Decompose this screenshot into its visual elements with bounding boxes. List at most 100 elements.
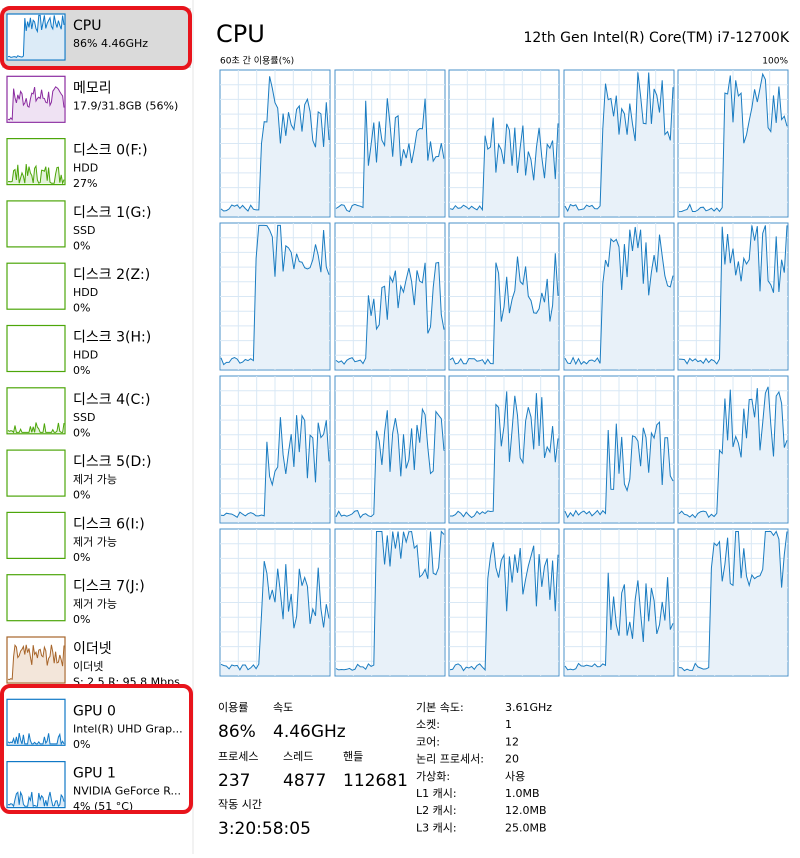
usage-area	[8, 422, 64, 433]
usage-line	[449, 253, 559, 365]
sidebar-item[interactable]: 디스크 4(C:) SSD 0%	[6, 387, 150, 440]
stat-value: 4877	[283, 771, 326, 791]
core-graph	[334, 222, 446, 371]
item-title: GPU 1	[73, 766, 116, 782]
item-title: CPU	[73, 18, 101, 34]
core-graph	[563, 528, 675, 677]
sidebar-item[interactable]: 디스크 2(Z:) HDD 0%	[6, 262, 150, 315]
usage-line	[678, 386, 788, 519]
detail-label: 기본 속도:	[416, 701, 464, 714]
usage-line	[450, 391, 559, 519]
sidebar-item[interactable]: 디스크 7(J:) 제거 가능 0%	[6, 574, 145, 627]
stat-label: 프로세스	[218, 750, 258, 763]
item-title: GPU 0	[73, 703, 116, 719]
core-graph	[219, 528, 331, 677]
processor-name: 12th Gen Intel(R) Core(TM) i7-12700K	[524, 30, 790, 46]
item-detail: HDD	[73, 162, 98, 175]
sidebar-item[interactable]: 디스크 3(H:) HDD 0%	[6, 324, 151, 378]
thumbnail	[6, 511, 66, 560]
detail-value: 20	[505, 753, 519, 766]
thumbnail	[6, 262, 66, 310]
item-detail: 0%	[73, 302, 90, 315]
core-graph	[563, 69, 675, 218]
item-detail: 0%	[73, 551, 90, 564]
thumbnail	[6, 449, 66, 497]
usage-area	[565, 227, 673, 369]
usage-line	[7, 163, 65, 186]
stat-label: 핸들	[343, 750, 363, 763]
sidebar-item[interactable]: GPU 0 Intel(R) UHD Grap... 0%	[6, 698, 183, 751]
detail-value: 12.0MB	[505, 804, 547, 817]
usage-area	[336, 409, 444, 522]
item-title: 디스크 4(C:)	[73, 392, 150, 408]
usage-area	[565, 72, 673, 217]
usage-area	[450, 542, 558, 675]
sidebar-item[interactable]: 디스크 0(F:) HDD 27%	[6, 138, 148, 191]
usage-line	[564, 421, 674, 519]
usage-line	[220, 560, 330, 671]
core-graph	[448, 375, 560, 524]
usage-line	[7, 732, 65, 746]
sidebar-item[interactable]: 디스크 1(G:) SSD 0%	[6, 200, 152, 253]
usage-area	[221, 76, 329, 216]
usage-line	[449, 542, 559, 672]
stat-label: 스레드	[283, 750, 313, 763]
detail-label: 가상화:	[416, 770, 450, 783]
usage-line	[7, 422, 65, 434]
thumbnail	[6, 574, 66, 622]
item-detail: SSD	[73, 224, 95, 237]
thumbnail	[6, 324, 66, 373]
usage-line	[220, 224, 330, 366]
usage-area	[565, 572, 673, 675]
item-detail: 0%	[73, 364, 90, 377]
usage-line	[335, 98, 445, 213]
item-detail: 제거 가능	[73, 473, 117, 486]
highlight	[0, 6, 192, 70]
usage-line	[335, 407, 445, 519]
usage-line	[678, 225, 788, 365]
usage-area	[565, 422, 673, 522]
core-graph	[219, 222, 331, 371]
core-graph	[448, 222, 560, 371]
core-graph	[448, 69, 560, 218]
core-graph	[219, 69, 331, 218]
usage-line	[678, 72, 788, 213]
detail-label: 논리 프로세서:	[416, 753, 484, 766]
sidebar-item[interactable]: 메모리 17.9/31.8GB (56%)	[6, 75, 178, 123]
detail-label: L1 캐시:	[416, 787, 457, 800]
sidebar-item[interactable]: 디스크 5(D:) 제거 가능 0%	[6, 449, 151, 502]
usage-line	[7, 14, 65, 59]
usage-line	[564, 572, 674, 671]
stat-label: 작동 시간	[218, 798, 262, 811]
sidebar-item[interactable]: GPU 1 NVIDIA GeForce R... 4% (51 °C)	[6, 760, 181, 814]
item-detail: 0%	[73, 613, 90, 626]
usage-area	[221, 415, 329, 522]
core-graph	[334, 375, 446, 524]
item-title: 디스크 5(D:)	[73, 454, 151, 470]
usage-line	[7, 644, 65, 681]
detail-label: 코어:	[416, 735, 440, 748]
core-graph	[219, 375, 331, 524]
usage-line	[335, 261, 445, 365]
sidebar-item[interactable]: CPU 86% 4.46GHz	[2, 8, 191, 68]
core-graph	[334, 528, 446, 677]
usage-line	[7, 790, 65, 808]
item-detail: Intel(R) UHD Grap...	[73, 722, 183, 735]
usage-area	[679, 386, 787, 522]
thumbnail	[6, 200, 66, 248]
usage-area	[221, 561, 329, 675]
item-title: 이더넷	[73, 641, 112, 657]
stat-value: 4.46GHz	[273, 722, 346, 742]
detail-label: 소켓:	[416, 718, 440, 731]
usage-area	[450, 253, 558, 369]
graph-max: 100%	[762, 57, 788, 67]
usage-area	[336, 262, 444, 369]
usage-area	[8, 644, 64, 682]
stat-value: 112681	[343, 771, 408, 791]
stat-label: 이용률	[218, 701, 248, 714]
sidebar-item[interactable]: 디스크 6(I:) 제거 가능 0%	[6, 511, 145, 564]
core-graph	[677, 69, 789, 218]
graph-label: 60초 간 이용률(%)	[220, 56, 294, 67]
usage-area	[336, 531, 444, 675]
